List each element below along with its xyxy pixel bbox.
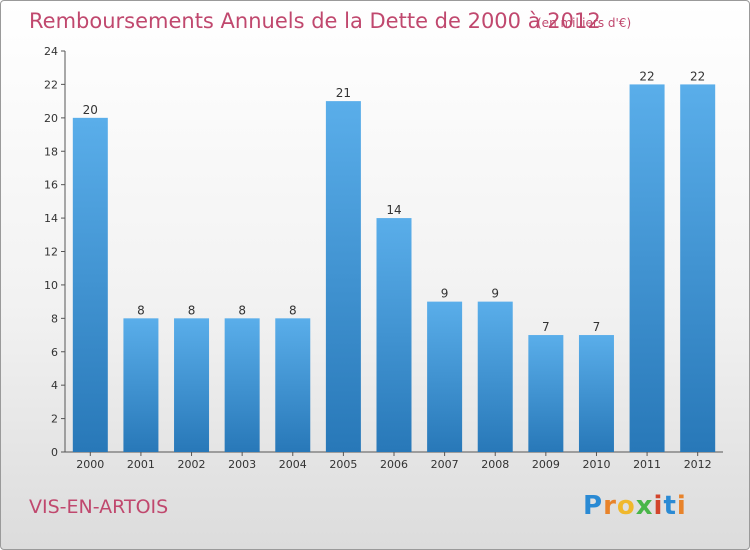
bar	[325, 101, 361, 452]
proxiti-logo: Proxiti	[583, 491, 687, 521]
bar-value-label: 8	[137, 303, 145, 317]
y-tick-label: 16	[44, 179, 58, 192]
bar-value-label: 8	[238, 303, 246, 317]
chart-title: Remboursements Annuels de la Dette de 20…	[29, 9, 601, 33]
bar	[174, 318, 210, 452]
logo-letter: t	[663, 491, 677, 521]
y-tick-label: 4	[51, 379, 58, 392]
labels: 20 8 8 8 8 21 14 9 9 7 7 22 22	[83, 69, 706, 334]
bars	[72, 84, 716, 453]
bar	[376, 218, 412, 452]
logo-letter: i	[653, 491, 664, 521]
bar	[680, 84, 716, 453]
y-tick-label: 20	[44, 112, 58, 125]
logo-letter: r	[603, 491, 617, 521]
bar	[477, 301, 513, 452]
y-tick-label: 18	[44, 145, 58, 158]
logo-letter: i	[676, 491, 687, 521]
bar	[123, 318, 159, 452]
bar-value-label: 8	[188, 303, 196, 317]
bar-value-label: 9	[491, 287, 499, 301]
y-tick-label: 6	[51, 346, 58, 359]
bar-value-label: 22	[690, 69, 705, 83]
x-tick-label: 2012	[684, 458, 712, 471]
x-tick-label: 2009	[532, 458, 560, 471]
bar	[528, 335, 564, 452]
bar	[629, 84, 665, 453]
bar-value-label: 7	[542, 320, 550, 334]
bar	[427, 301, 463, 452]
y-tick-label: 12	[44, 246, 58, 259]
x-tick-label: 2007	[431, 458, 459, 471]
bar-value-label: 20	[83, 103, 98, 117]
bar-value-label: 7	[593, 320, 601, 334]
y-tick-label: 10	[44, 279, 58, 292]
x-tick-label: 2005	[329, 458, 357, 471]
bar	[224, 318, 260, 452]
x-tick-label: 2001	[127, 458, 155, 471]
logo-letter: o	[616, 491, 636, 521]
bar	[578, 335, 614, 452]
x-tick-label: 2002	[178, 458, 206, 471]
bar-value-label: 8	[289, 303, 297, 317]
town-name: VIS-EN-ARTOIS	[29, 496, 169, 518]
x-tick-label: 2000	[76, 458, 104, 471]
bar-value-label: 22	[639, 69, 654, 83]
y-tick-label: 0	[51, 446, 58, 459]
y-tick-label: 2	[51, 413, 58, 426]
logo-letter: P	[583, 491, 604, 521]
x-tick-label: 2011	[633, 458, 661, 471]
x-tick-label: 2004	[279, 458, 307, 471]
chart-subtitle: (en milliers d'€)	[537, 16, 632, 30]
logo-letter: x	[635, 491, 654, 521]
x-tick-label: 2003	[228, 458, 256, 471]
y-tick-label: 22	[44, 78, 58, 91]
y-tick-label: 24	[44, 45, 58, 58]
x-tick-label: 2010	[582, 458, 610, 471]
y-tick-label: 8	[51, 312, 58, 325]
x-tick-label: 2008	[481, 458, 509, 471]
bar	[275, 318, 311, 452]
bar-value-label: 14	[386, 203, 401, 217]
bar-value-label: 21	[336, 86, 351, 100]
y-tick-label: 14	[44, 212, 58, 225]
bar-value-label: 9	[441, 287, 449, 301]
bar	[72, 117, 108, 452]
x-tick-label: 2006	[380, 458, 408, 471]
